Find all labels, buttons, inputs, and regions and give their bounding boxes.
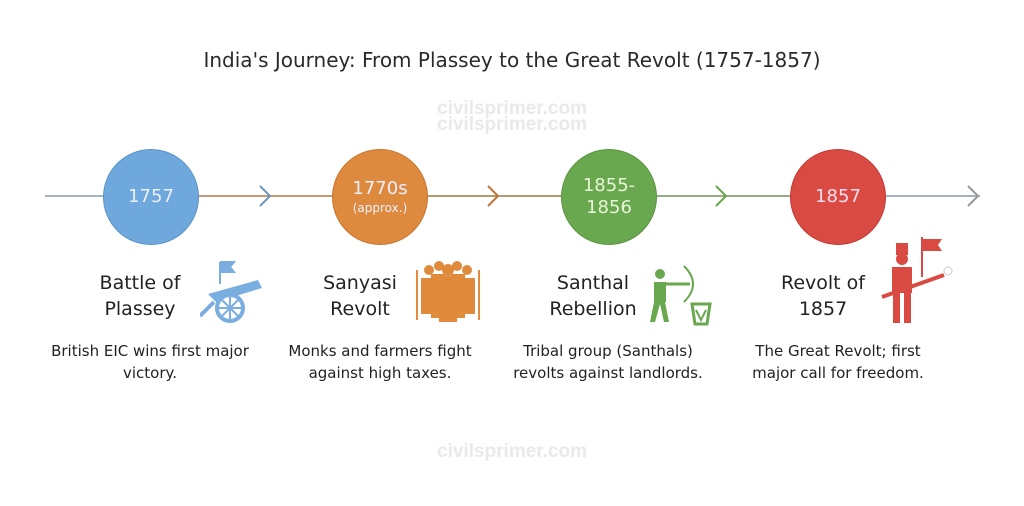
arrow-icon xyxy=(259,185,272,207)
monks-icon xyxy=(416,261,480,322)
event-description: Tribal group (Santhals) revolts against … xyxy=(513,342,703,382)
event-name: Battle of Plassey xyxy=(99,272,181,320)
archer-icon xyxy=(650,265,712,326)
event-name: Sanyasi Revolt xyxy=(323,272,397,320)
watermark: civilsprimer.com xyxy=(437,98,587,119)
event-description: British EIC wins first major victory. xyxy=(51,342,249,382)
event-description: Monks and farmers fight against high tax… xyxy=(288,342,472,382)
watermark: civilsprimer.com xyxy=(437,441,587,462)
arrow-icon xyxy=(487,185,500,207)
event-description: The Great Revolt; first major call for f… xyxy=(752,342,924,382)
date-circle-1855-1856: 1855- 1856 xyxy=(561,149,657,245)
page-title: India's Journey: From Plassey to the Gre… xyxy=(203,48,821,72)
event-name: Revolt of 1857 xyxy=(781,272,865,320)
cannon-icon xyxy=(200,261,262,323)
date-circle-1770s: 1770s (approx.) xyxy=(332,149,428,245)
date-note: (approx.) xyxy=(352,201,408,215)
arrow-icon xyxy=(967,185,980,207)
date-label: 1857 xyxy=(815,186,861,207)
date-label: 1770s xyxy=(352,178,408,199)
arrow-icon xyxy=(715,185,728,207)
watermark: civilsprimer.com xyxy=(437,114,587,135)
soldier-icon xyxy=(881,237,953,323)
date-circle-1857: 1857 xyxy=(790,149,886,245)
date-label: 1855- xyxy=(582,175,636,196)
date-label-2: 1856 xyxy=(586,197,632,218)
date-label: 1757 xyxy=(128,186,174,207)
date-circle-1757: 1757 xyxy=(103,149,199,245)
event-name: Santhal Rebellion xyxy=(549,272,637,320)
